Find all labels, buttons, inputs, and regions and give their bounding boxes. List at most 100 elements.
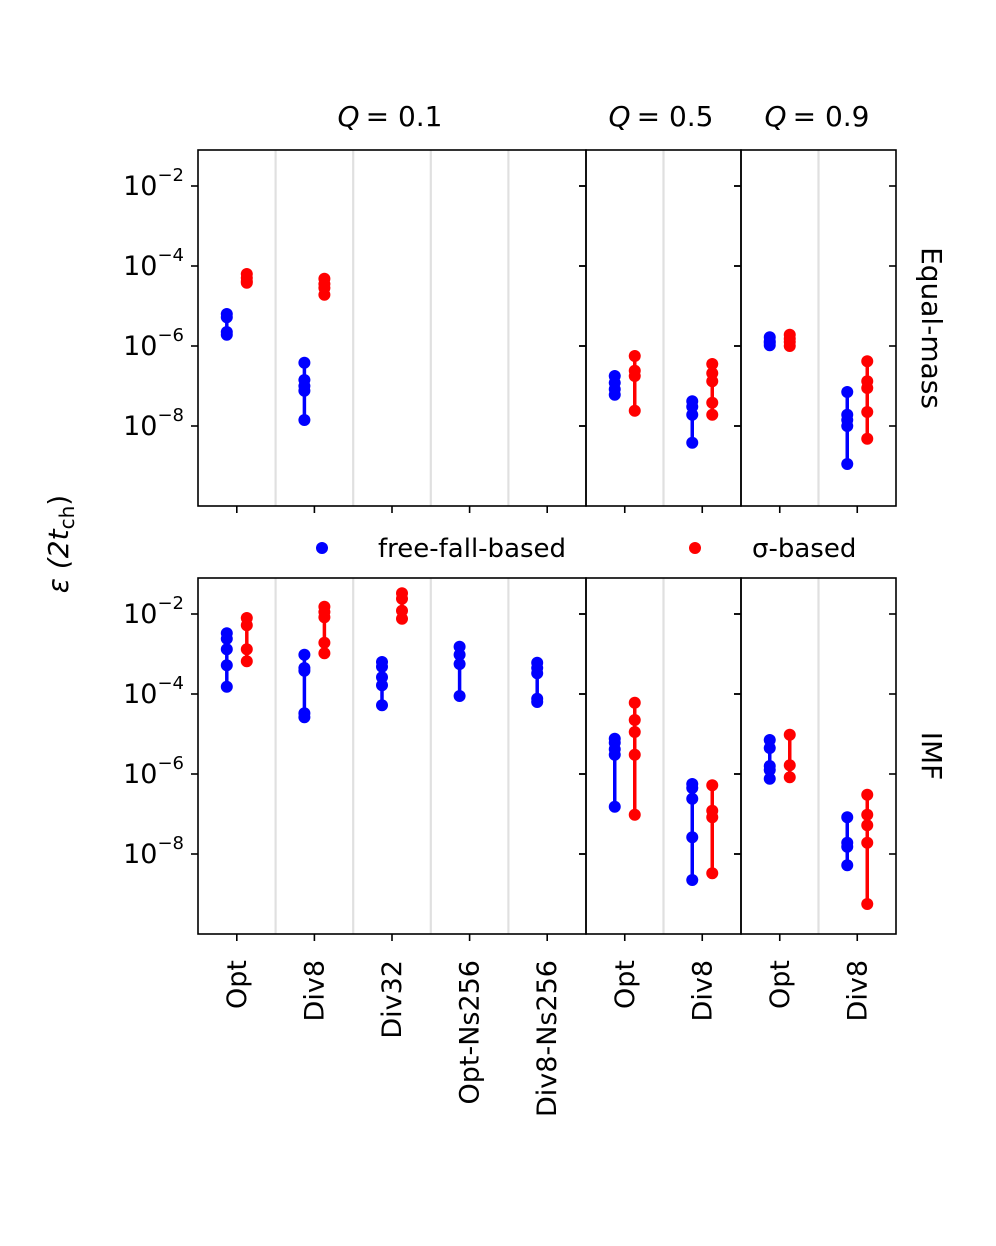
sigma-point (706, 358, 719, 370)
q-symbol: Q (765, 100, 787, 133)
free-fall-point (841, 859, 854, 872)
ch-subscript: ch (55, 506, 79, 530)
free-fall-point (763, 764, 776, 776)
sigma-point (318, 288, 331, 301)
sigma-point (783, 340, 796, 352)
x-tick-label: Div8-Ns256 (532, 960, 563, 1117)
sigma-point (861, 898, 874, 910)
sigma-point (706, 867, 719, 880)
y-tick-base: 10 (123, 679, 157, 710)
sigma-point (240, 619, 253, 632)
sigma-point (396, 612, 408, 625)
panel-frame (740, 149, 897, 507)
row-0: 10−210−410−610−8 (123, 149, 897, 513)
column-title-q05: Q = 0.5 (609, 100, 714, 133)
free-fall-point (376, 679, 388, 692)
sigma-point (783, 759, 796, 772)
sigma-point (240, 643, 253, 656)
free-fall-point (298, 384, 311, 397)
panel-r1-c1: Opt Div8 (579, 577, 742, 1021)
sigma-point (240, 655, 253, 668)
sigma-point (628, 714, 641, 726)
t-symbol: t (42, 528, 75, 540)
y-tick-label: 10−8 (123, 833, 184, 870)
free-fall-point (686, 874, 699, 886)
y-tick-base: 10 (123, 411, 157, 442)
sigma-point (318, 636, 331, 649)
free-fall-point (686, 831, 699, 844)
x-tick-label: Opt (610, 960, 641, 1009)
sigma-point (861, 819, 874, 832)
free-fall-point (531, 667, 544, 680)
y-axis-label: ε (2tch) (42, 495, 79, 593)
panel-r1-c2: Opt Div8 (734, 577, 897, 1021)
y-tick-exponent: −2 (157, 593, 184, 614)
sigma-point (706, 811, 719, 824)
free-fall-point (686, 408, 699, 421)
sigma-point (628, 404, 641, 417)
panel-r0-c2 (734, 149, 897, 513)
y-tick-label: 10−4 (123, 245, 184, 282)
y-tick-base: 10 (123, 331, 157, 362)
y-tick-exponent: −6 (157, 325, 184, 346)
x-tick-label: Opt-Ns256 (455, 960, 486, 1105)
free-fall-point (220, 643, 233, 656)
column-title-q01: Q = 0.1 (338, 100, 443, 133)
free-fall-point (376, 660, 388, 673)
sigma-point (861, 406, 874, 418)
legend-marker-free-fall (316, 542, 328, 554)
sigma-point (240, 276, 253, 289)
free-fall-point (531, 696, 544, 708)
sigma-point (706, 779, 719, 792)
q-symbol: Q (338, 100, 360, 133)
q-symbol: Q (609, 100, 631, 133)
free-fall-point (763, 772, 776, 785)
x-tick-label: Opt (222, 960, 253, 1009)
sigma-point (861, 432, 874, 445)
free-fall-point (608, 800, 621, 813)
q-value: = 0.5 (637, 100, 714, 133)
y-tick-exponent: −6 (157, 753, 184, 774)
y-tick-base: 10 (123, 251, 157, 282)
y-tick-base: 10 (123, 839, 157, 870)
free-fall-point (220, 680, 233, 693)
sigma-point (628, 696, 641, 709)
free-fall-point (298, 664, 311, 677)
y-tick-base: 10 (123, 171, 157, 202)
y-tick-label: 10−6 (123, 753, 184, 790)
sigma-point (861, 382, 874, 394)
free-fall-point (686, 792, 699, 805)
sigma-point (628, 370, 641, 382)
free-fall-point (220, 328, 233, 341)
close-paren: ) (42, 495, 75, 506)
y-tick-label: 10−6 (123, 325, 184, 362)
y-tick-label: 10−2 (123, 165, 184, 202)
panel-frame (740, 577, 897, 935)
free-fall-point (298, 648, 311, 661)
free-fall-point (686, 782, 699, 794)
sigma-point (628, 726, 641, 738)
sigma-point (396, 592, 408, 605)
y-tick-base: 10 (123, 599, 157, 630)
legend-marker-sigma (689, 542, 701, 554)
sigma-point (318, 647, 331, 660)
sigma-point (706, 396, 719, 409)
free-fall-point (220, 659, 233, 672)
legend-label-sigma: σ-based (752, 534, 856, 564)
free-fall-point (686, 436, 699, 449)
y-tick-exponent: −4 (157, 673, 184, 694)
sigma-point (861, 808, 874, 821)
free-fall-point (841, 386, 854, 398)
sigma-point (861, 788, 874, 801)
free-fall-point (841, 840, 854, 853)
free-fall-point (841, 420, 854, 432)
row-label-imf: IMF (915, 732, 948, 781)
panel-frame (197, 149, 587, 507)
sigma-point (706, 375, 719, 388)
y-tick-label: 10−2 (123, 593, 184, 630)
sigma-point (861, 355, 874, 368)
